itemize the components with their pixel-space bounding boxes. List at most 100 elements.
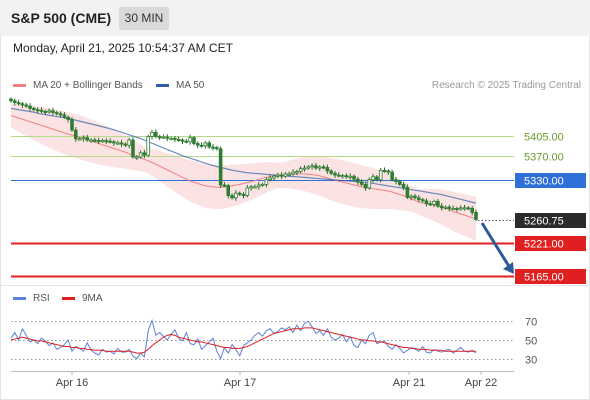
candle-body [298, 168, 303, 172]
candle-body [173, 137, 177, 140]
candle [89, 138, 93, 143]
candle [336, 172, 341, 178]
candle [432, 199, 436, 208]
candle-body [428, 203, 433, 206]
candle-body [35, 109, 40, 112]
candle-body [188, 137, 192, 143]
candle-body [241, 193, 246, 196]
legend-rsi: RSI [13, 293, 50, 304]
x-tick-3: Apr 22 [465, 377, 497, 389]
candle [382, 167, 387, 173]
candle-body [127, 139, 131, 146]
level-label-bg-5 [515, 269, 586, 284]
bollinger-swatch [13, 83, 26, 87]
candle-body [344, 175, 349, 178]
rsi-label: RSI [33, 293, 50, 304]
candle [43, 109, 48, 115]
candle [203, 141, 208, 149]
candle [234, 190, 238, 201]
candle [215, 145, 219, 151]
chart-datetime: Monday, April 21, 2025 10:54:37 AM CET [13, 41, 233, 55]
candle [367, 177, 372, 190]
candle-body [66, 116, 70, 120]
candle [142, 149, 147, 159]
legend-bollinger: MA 20 + Bollinger Bands [13, 80, 143, 91]
candle [287, 171, 292, 177]
candle-body [462, 207, 467, 210]
candle [115, 140, 120, 145]
candle-body [85, 137, 90, 141]
candle-body [195, 143, 200, 146]
candle-body [123, 143, 128, 146]
candle-body [104, 140, 109, 143]
candle [131, 137, 135, 159]
candle [211, 144, 215, 151]
candle [138, 150, 143, 159]
candle [39, 107, 44, 114]
candle [264, 177, 269, 188]
candle [409, 194, 414, 201]
candle-body [77, 138, 82, 141]
candle-body [314, 165, 318, 169]
forecast-arrow-shaft [480, 222, 512, 269]
candle [207, 140, 211, 149]
price-panel: 5405.00 5370.00 5330.00 5260.75 5221.00 5165.… [9, 97, 586, 284]
candle [424, 198, 429, 207]
ma50-label: MA 50 [176, 80, 205, 91]
candle [249, 184, 253, 191]
candle-body [134, 156, 139, 159]
candle [462, 204, 467, 211]
candle [375, 175, 379, 182]
rsi-grid: 70 50 30 [11, 317, 537, 367]
candle-body [302, 167, 307, 170]
candle-body [306, 166, 311, 169]
candles [9, 97, 478, 222]
candle-body [138, 152, 143, 158]
candle-body [150, 131, 154, 137]
candle [146, 134, 151, 157]
copyright-text: Research © 2025 Trading Central [431, 80, 581, 91]
candle-body [470, 207, 474, 213]
candle-body [115, 142, 120, 145]
candle-body [256, 184, 261, 188]
candle [20, 102, 25, 108]
candle [405, 184, 410, 200]
candle [245, 184, 250, 198]
candle-body [336, 174, 341, 177]
timeframe-badge[interactable]: 30 MIN [119, 7, 169, 30]
candle [302, 165, 307, 172]
candle-body [405, 186, 410, 198]
candle [104, 138, 109, 145]
candle [394, 176, 398, 185]
candle-body [260, 184, 265, 187]
candle [371, 173, 375, 183]
candle [51, 107, 55, 116]
candle [218, 146, 223, 188]
candle [447, 204, 452, 212]
candle-body [32, 108, 36, 111]
ma9-label: 9MA [82, 293, 103, 304]
candle-body [386, 170, 391, 173]
candle-body [154, 131, 158, 137]
candle-body [176, 139, 181, 142]
candle-body [356, 178, 360, 183]
level-label-2: 5330.00 [524, 176, 564, 188]
candle-body [447, 206, 452, 209]
candle [222, 182, 227, 188]
candle-body [24, 104, 29, 107]
x-tick-2: Apr 21 [393, 377, 425, 389]
candle [283, 172, 288, 178]
candle [237, 191, 242, 197]
candle [314, 162, 318, 170]
candle-body [333, 172, 337, 176]
candle-body [93, 139, 97, 142]
candle [348, 173, 353, 180]
level-label-5: 5165.00 [524, 272, 564, 284]
candle [451, 205, 455, 211]
candle [359, 179, 364, 187]
candle-body [436, 200, 440, 207]
candle [436, 199, 440, 208]
candle [188, 134, 192, 145]
candle-body [81, 137, 86, 140]
candle [150, 130, 154, 140]
